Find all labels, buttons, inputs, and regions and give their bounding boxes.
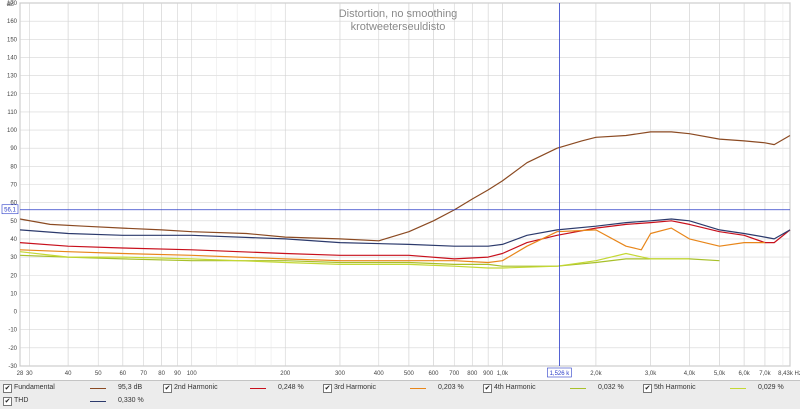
- legend-item-fundamental[interactable]: ✔ Fundamental 95,3 dB: [0, 382, 160, 395]
- legend-value: 0,330 %: [118, 397, 144, 404]
- legend-value: 0,203 %: [438, 384, 464, 391]
- legend-row-2: ✔ THD 0,330 %: [0, 395, 800, 408]
- x-tick-label: 2,0k: [590, 371, 602, 377]
- legend-swatch: [570, 388, 586, 389]
- x-tick-label: 100: [187, 371, 198, 377]
- distortion-chart: 56,1 1,526 k Distortion, no smoothing kro…: [0, 0, 800, 380]
- y-tick-label: 100: [7, 128, 18, 134]
- cursor-x-readout: 1,526 k: [550, 371, 571, 377]
- y-tick-label: 50: [10, 219, 17, 225]
- cursor-x-readout-box: [547, 367, 572, 378]
- series-lines: [19, 131, 791, 269]
- series-line-2: [19, 227, 765, 264]
- chart-subtitle: krotweeterseuldisto: [351, 21, 446, 33]
- y-tick-label: 160: [7, 19, 18, 25]
- chart-title: Distortion, no smoothing: [339, 8, 458, 20]
- legend-row-1: ✔ Fundamental 95,3 dB ✔ 2nd Harmonic 0,2…: [0, 382, 800, 395]
- x-tick-label: 500: [404, 371, 415, 377]
- x-tick-label: 300: [335, 371, 346, 377]
- y-tick-label: 60: [10, 201, 17, 207]
- x-tick-label: 70: [140, 371, 147, 377]
- series-line-5: [19, 218, 791, 247]
- grid: [19, 2, 791, 367]
- x-tick-label: 800: [467, 371, 478, 377]
- legend-value: 95,3 dB: [118, 384, 143, 391]
- legend-swatch: [90, 401, 106, 402]
- legend-label: 3rd Harmonic: [334, 384, 377, 391]
- legend-item-2nd-harmonic[interactable]: ✔ 2nd Harmonic 0,248 %: [160, 382, 320, 395]
- y-tick-label: 0: [14, 310, 18, 316]
- x-tick-label: 900: [483, 371, 494, 377]
- y-tick-label: -20: [8, 346, 17, 352]
- checkbox-icon[interactable]: ✔: [323, 384, 332, 393]
- legend-label: THD: [14, 397, 29, 404]
- legend-value: 0,032 %: [598, 384, 624, 391]
- x-tick-label: 28: [17, 371, 24, 377]
- cursor-y-readout: 56,1: [4, 208, 16, 214]
- legend-value: 0,248 %: [278, 384, 304, 391]
- legend-item-4th-harmonic[interactable]: ✔ 4th Harmonic 0,032 %: [480, 382, 640, 395]
- series-line-3: [19, 254, 720, 267]
- y-tick-label: 20: [10, 273, 17, 279]
- y-tick-label: 110: [7, 110, 17, 116]
- legend-item-5th-harmonic[interactable]: ✔ 5th Harmonic 0,029 %: [640, 382, 800, 395]
- checkbox-icon[interactable]: ✔: [483, 384, 492, 393]
- y-tick-label: 10: [10, 291, 17, 297]
- series-line-0: [19, 131, 791, 242]
- x-tick-label: 600: [428, 371, 439, 377]
- legend-swatch: [250, 388, 266, 389]
- x-tick-label: 200: [280, 371, 291, 377]
- series-line-4: [19, 251, 690, 269]
- y-tick-label: 30: [10, 255, 17, 261]
- y-tick-label: 140: [7, 55, 18, 61]
- legend-label: 2nd Harmonic: [174, 384, 218, 391]
- legend: ✔ Fundamental 95,3 dB ✔ 2nd Harmonic 0,2…: [0, 380, 800, 409]
- y-tick-label: 130: [7, 74, 18, 80]
- legend-swatch: [410, 388, 426, 389]
- legend-item-thd[interactable]: ✔ THD 0,330 %: [0, 395, 160, 408]
- checkbox-icon[interactable]: ✔: [643, 384, 652, 393]
- y-tick-label: -10: [8, 328, 17, 334]
- y-tick-label: 150: [7, 37, 18, 43]
- x-tick-label: 700: [449, 371, 460, 377]
- legend-label: 4th Harmonic: [494, 384, 536, 391]
- cursor-y-readout-box: [1, 204, 19, 215]
- x-tick-label: 6,0k: [738, 371, 750, 377]
- y-tick-label: 40: [10, 237, 17, 243]
- x-tick-label: 30: [26, 371, 33, 377]
- y-tick-label: 90: [10, 146, 17, 152]
- x-tick-label: 50: [95, 371, 102, 377]
- legend-item-3rd-harmonic[interactable]: ✔ 3rd Harmonic 0,203 %: [320, 382, 480, 395]
- x-tick-label: 8,43k Hz: [778, 371, 800, 377]
- x-tick-label: 1,0k: [497, 371, 509, 377]
- legend-label: 5th Harmonic: [654, 384, 696, 391]
- x-tick-label: 400: [374, 371, 385, 377]
- y-tick-label: 70: [10, 183, 17, 189]
- x-tick-label: 90: [174, 371, 181, 377]
- legend-label: Fundamental: [14, 384, 55, 391]
- x-tick-label: 7,0k: [759, 371, 771, 377]
- cursor[interactable]: 56,1 1,526 k: [1, 3, 790, 378]
- axis-tick-labels: -30 -20 -10 0 10 20 30 40 50 60 70 80 90 100 110 120 130…: [7, 1, 800, 377]
- legend-value: 0,029 %: [758, 384, 784, 391]
- x-tick-label: 40: [65, 371, 72, 377]
- y-tick-label: 80: [10, 164, 17, 170]
- checkbox-icon[interactable]: ✔: [3, 397, 12, 406]
- x-tick-label: 4,0k: [684, 371, 696, 377]
- x-tick-label: 80: [158, 371, 165, 377]
- checkbox-icon[interactable]: ✔: [163, 384, 172, 393]
- y-tick-label: -30: [8, 364, 17, 370]
- y-tick-label: 170: [7, 1, 18, 7]
- y-axis-label: dB: [7, 2, 14, 8]
- x-tick-label: 60: [119, 371, 126, 377]
- checkbox-icon[interactable]: ✔: [3, 384, 12, 393]
- legend-swatch: [90, 388, 106, 389]
- y-tick-label: 120: [7, 92, 18, 98]
- x-tick-label: 5,0k: [714, 371, 726, 377]
- legend-swatch: [730, 388, 746, 389]
- x-tick-label: 3,0k: [645, 371, 657, 377]
